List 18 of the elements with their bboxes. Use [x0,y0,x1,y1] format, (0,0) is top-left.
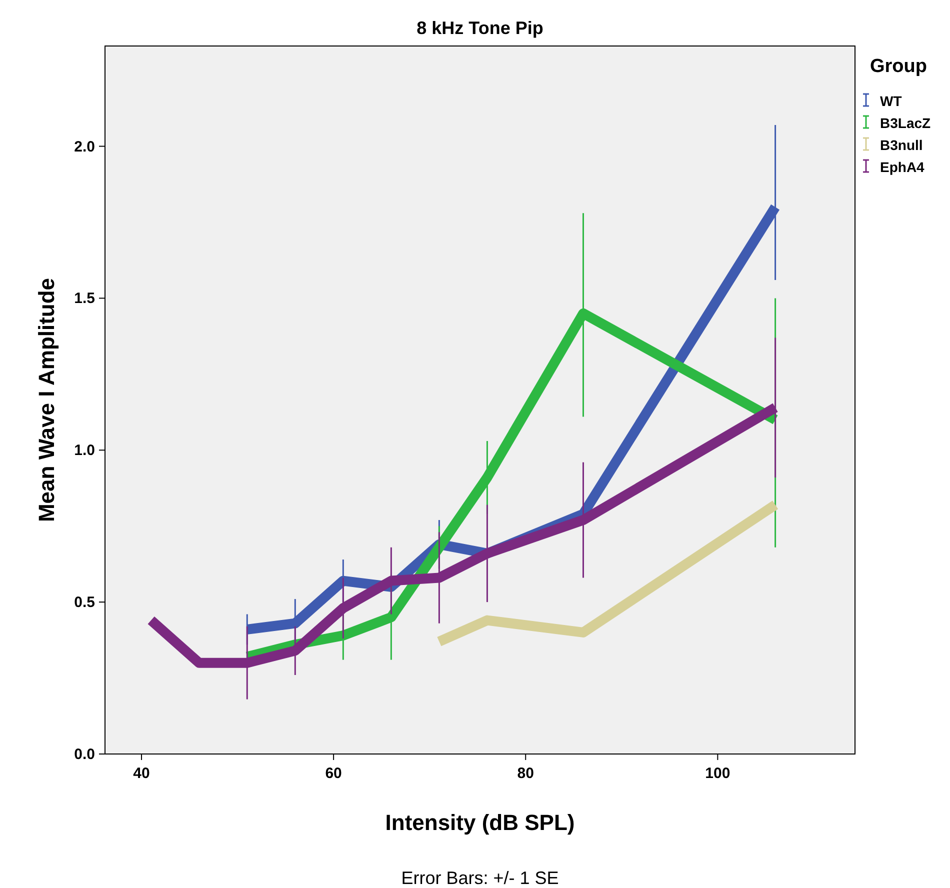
y-axis-title: Mean Wave I Amplitude [34,278,59,522]
x-tick-label: 40 [133,765,150,782]
legend-title: Group [870,56,927,77]
x-tick-label: 80 [517,765,534,782]
x-axis-title: Intensity (dB SPL) [385,810,575,835]
y-tick-label: 0.0 [74,746,95,763]
y-tick-label: 1.0 [74,442,95,460]
y-tick-label: 0.5 [74,594,95,612]
legend-label: WT [880,93,902,109]
y-tick-label: 1.5 [74,290,95,308]
text: Error Bars: +/- 1 SE [401,868,559,888]
legend-label: B3null [880,137,923,153]
chart-title: 8 kHz Tone Pip [416,18,544,38]
legend-label: B3LacZ [880,115,932,131]
y-tick-label: 2.0 [74,138,95,156]
x-tick-label: 100 [705,765,730,782]
legend-label: EphA4 [880,159,925,175]
x-tick-label: 60 [325,765,342,782]
